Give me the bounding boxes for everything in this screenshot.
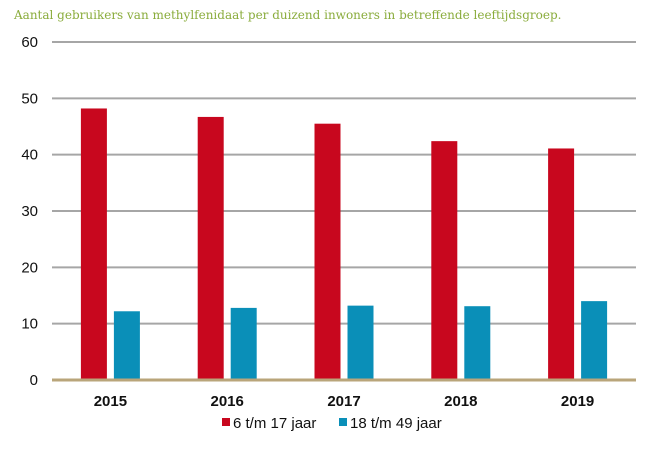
bar-2019-series-2 [581, 301, 608, 380]
y-tick-label: 40 [21, 147, 38, 164]
legend-swatch-1 [222, 418, 230, 426]
legend-swatch-2 [339, 418, 347, 426]
legend-label-1: 6 t/m 17 jaar [233, 415, 316, 432]
x-tick-label: 2016 [211, 393, 244, 410]
bar-2015-series-1 [80, 108, 107, 381]
chart-title: Aantal gebruikers van methylfenidaat per… [14, 8, 562, 22]
y-tick-label: 10 [21, 316, 38, 333]
legend: 6 t/m 17 jaar 18 t/m 49 jaar [222, 415, 442, 432]
y-tick-label: 0 [30, 372, 38, 389]
y-tick-label: 50 [21, 90, 38, 107]
x-tick-label: 2019 [561, 393, 594, 410]
x-tick-label: 2018 [444, 393, 477, 410]
bar-2016-series-2 [230, 307, 257, 380]
x-tick-label: 2017 [327, 393, 360, 410]
bar-2017-series-1 [314, 123, 341, 380]
bar-2018-series-1 [431, 141, 458, 380]
x-axis-ticks: 2015 2016 2017 2018 2019 [94, 393, 595, 410]
y-axis-ticks: 0 10 20 30 40 50 60 [21, 34, 38, 389]
bar-2017-series-2 [347, 305, 374, 380]
bars [80, 108, 608, 381]
y-tick-label: 20 [21, 259, 38, 276]
bar-2016-series-1 [197, 116, 224, 380]
bar-2019-series-1 [548, 148, 575, 380]
y-tick-label: 60 [21, 34, 38, 51]
x-tick-label: 2015 [94, 393, 127, 410]
gridlines [52, 41, 636, 325]
legend-label-2: 18 t/m 49 jaar [350, 415, 442, 432]
bar-2018-series-2 [464, 306, 491, 380]
bar-2015-series-2 [113, 311, 140, 380]
y-tick-label: 30 [21, 203, 38, 220]
